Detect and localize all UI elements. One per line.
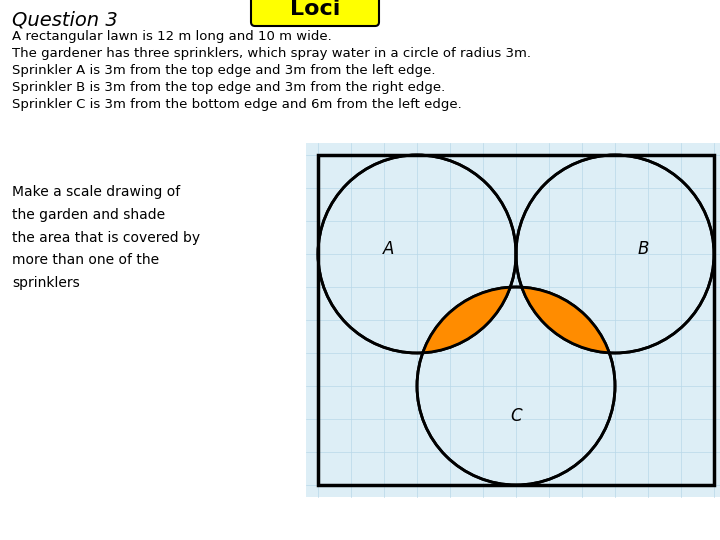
FancyBboxPatch shape bbox=[251, 0, 379, 26]
Bar bbox=[318, 155, 714, 485]
Text: Question 3: Question 3 bbox=[12, 10, 118, 29]
Text: Sprinkler C is 3m from the bottom edge and 6m from the left edge.: Sprinkler C is 3m from the bottom edge a… bbox=[12, 98, 462, 111]
Text: A: A bbox=[383, 240, 395, 258]
Polygon shape bbox=[423, 287, 510, 353]
Text: Sprinkler A is 3m from the top edge and 3m from the left edge.: Sprinkler A is 3m from the top edge and … bbox=[12, 64, 436, 77]
Text: B: B bbox=[637, 240, 649, 258]
Text: The gardener has three sprinklers, which spray water in a circle of radius 3m.: The gardener has three sprinklers, which… bbox=[12, 47, 531, 60]
Polygon shape bbox=[522, 287, 609, 353]
Text: Loci: Loci bbox=[290, 0, 340, 19]
Bar bbox=[306, 143, 720, 497]
Text: Sprinkler B is 3m from the top edge and 3m from the right edge.: Sprinkler B is 3m from the top edge and … bbox=[12, 81, 445, 94]
Text: Make a scale drawing of
the garden and shade
the area that is covered by
more th: Make a scale drawing of the garden and s… bbox=[12, 185, 200, 290]
Text: A rectangular lawn is 12 m long and 10 m wide.: A rectangular lawn is 12 m long and 10 m… bbox=[12, 30, 332, 43]
Text: C: C bbox=[510, 407, 522, 425]
